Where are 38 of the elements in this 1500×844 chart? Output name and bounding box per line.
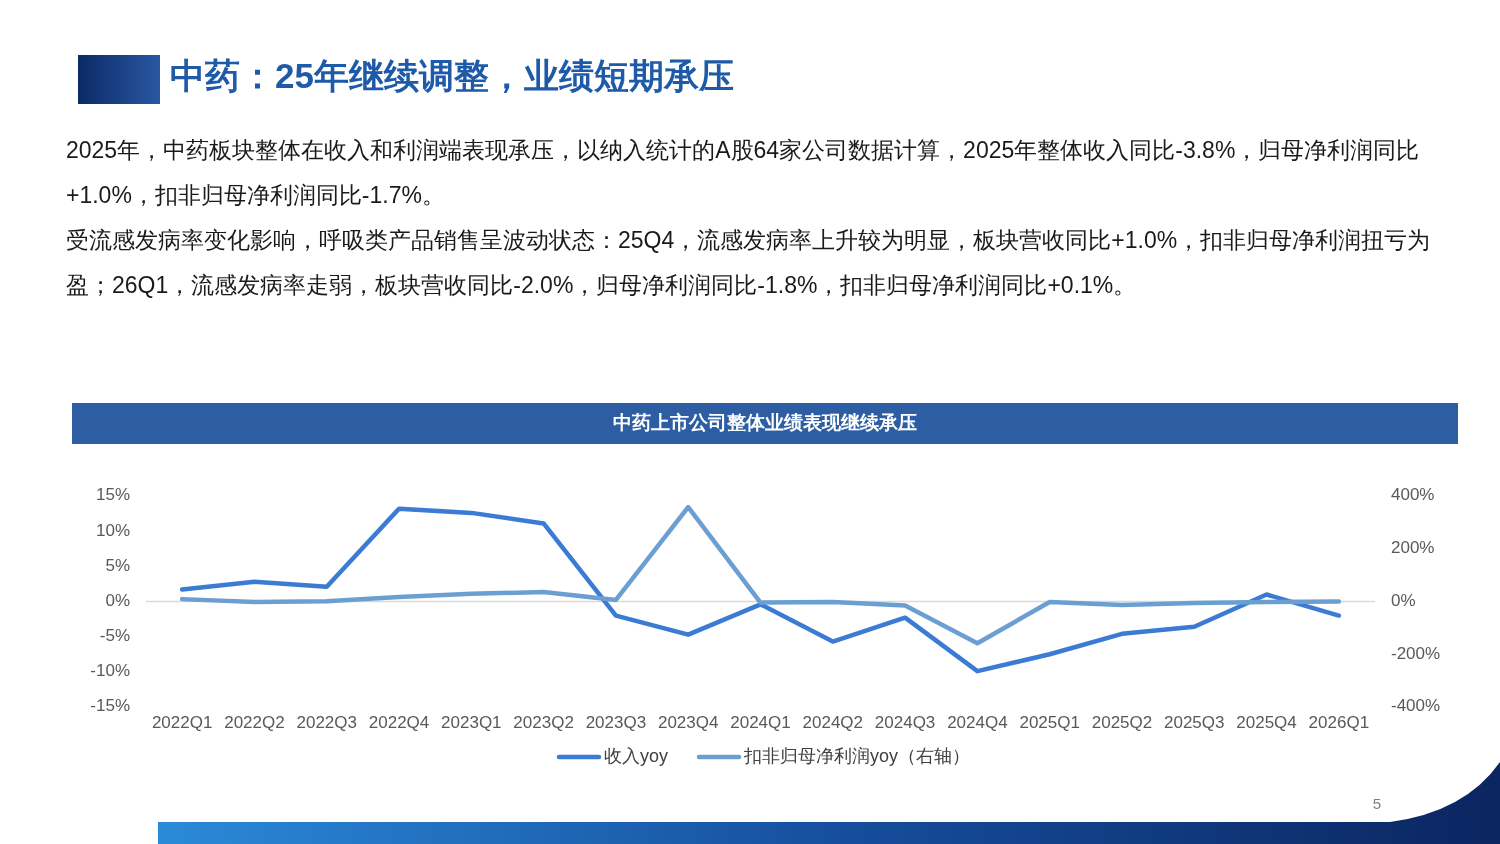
y2-tick-label: -400%: [1391, 696, 1441, 716]
x-tick-label: 2023Q2: [513, 713, 574, 733]
x-tick-label: 2024Q2: [802, 713, 864, 733]
legend-label: 收入yoy: [603, 745, 668, 766]
chart-subtitle: 中药上市公司整体业绩表现继续承压: [613, 412, 917, 434]
y-tick-label: 15%: [95, 485, 130, 505]
x-tick-label: 2025Q1: [1019, 713, 1080, 733]
x-tick-label: 2025Q2: [1091, 713, 1153, 733]
x-tick-label: 2022Q3: [296, 713, 357, 733]
legend-label: 扣非归母净利润yoy（右轴）: [743, 745, 971, 766]
x-tick-label: 2023Q4: [657, 713, 719, 733]
y-tick-label: 10%: [95, 520, 130, 540]
text: 5: [1372, 794, 1382, 812]
x-tick-label: 2023Q1: [441, 713, 502, 733]
x-tick-label: 2025Q4: [1236, 713, 1297, 733]
y2-tick-label: 200%: [1391, 538, 1435, 558]
y-tick-label: -10%: [90, 661, 130, 681]
y2-tick-label: -200%: [1391, 643, 1441, 663]
x-tick-label: 2022Q4: [368, 713, 430, 733]
x-tick-label: 2024Q3: [874, 713, 936, 733]
y2-tick-label: 400%: [1391, 485, 1435, 505]
x-tick-label: 2022Q1: [151, 713, 213, 733]
y-tick-label: -5%: [99, 626, 130, 646]
x-tick-label: 2023Q3: [585, 713, 647, 733]
y2-tick-label: 0%: [1391, 590, 1416, 610]
x-tick-label: 2024Q4: [947, 713, 1008, 733]
line-series: [179, 506, 1342, 674]
y-tick-label: -15%: [90, 696, 130, 716]
x-tick-label: 2025Q3: [1164, 713, 1225, 733]
y-tick-label: 5%: [105, 555, 130, 575]
x-tick-label: 2024Q1: [730, 713, 791, 733]
text: 受流感发病率变化影响，呼吸类产品销售呈波动状态：25Q4，流感发病率上升较为明显，板块营收同比+1.0%，扣非归母净利润扭亏为盈；26Q1，流感发病率走弱，板块营收同比-2.0%，归母净利润同比-1.8%，扣非归母净利润同比+0.1%。: [66, 227, 1431, 299]
line-series: [179, 504, 1342, 646]
y-tick-label: 0%: [105, 590, 130, 610]
text: 2025年，中药板块整体在收入和利润端表现承压，以纳入统计的A股64家公司数据计算，2025年整体收入同比-3.8%，归母净利润同比+1.0%，扣非归母净利润同比-1.7%。: [66, 137, 1420, 209]
x-tick-label: 2022Q2: [224, 713, 285, 733]
x-tick-label: 2026Q1: [1308, 713, 1370, 733]
chart-title: 中药：25年继续调整，业绩短期承压: [170, 56, 734, 96]
